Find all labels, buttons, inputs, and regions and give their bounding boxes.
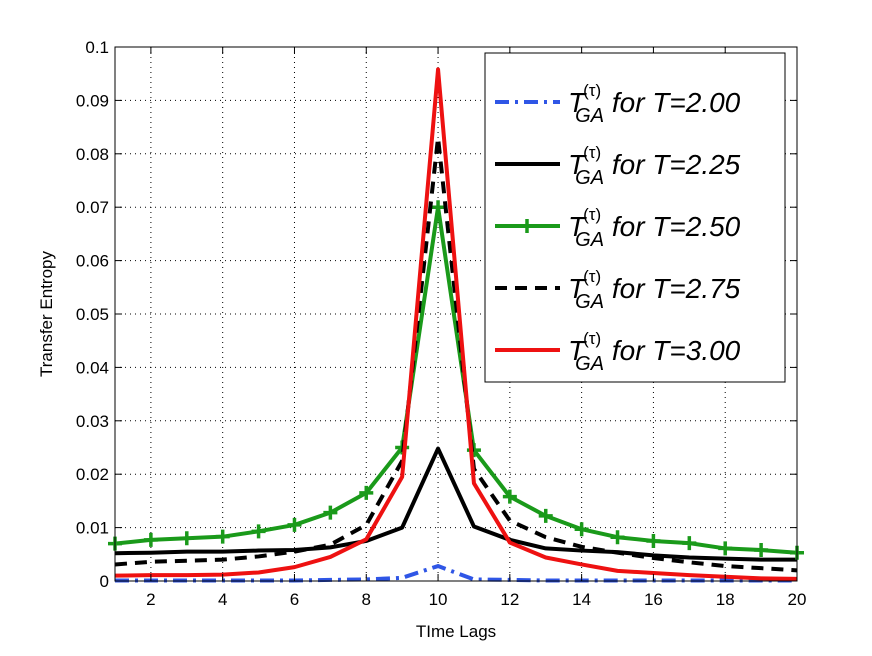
- legend-label: T(τ) GA for T=2.25: [568, 143, 741, 189]
- data-series: [108, 67, 804, 583]
- legend-entry: T(τ) GA for T=2.75: [495, 267, 741, 313]
- legend-label-main: T: [568, 273, 587, 304]
- legend-label-sub: GA: [575, 353, 604, 375]
- series-line: [114, 135, 798, 573]
- y-tick-label: 0.03: [76, 412, 109, 431]
- y-tick-label: 0.08: [76, 145, 109, 164]
- data-point-marker: [143, 532, 158, 547]
- legend-label-tail: for T=2.50: [604, 211, 741, 242]
- legend: T(τ) GA for T=2.00T(τ) GA for T=2.25T(τ) GA…: [484, 52, 786, 383]
- x-tick-label: 2: [146, 590, 155, 609]
- y-tick-label: 0.1: [85, 38, 109, 57]
- series-1: [114, 446, 797, 562]
- legend-label: T(τ) GA for T=2.75: [568, 267, 741, 313]
- legend-label-main: T: [568, 87, 587, 118]
- x-tick-label: 10: [429, 590, 448, 609]
- data-point-marker: [251, 524, 266, 539]
- legend-label-tail: for T=3.00: [604, 335, 741, 366]
- y-tick-label: 0.01: [76, 519, 109, 538]
- y-tick-labels: 0 0.01 0.02 0.03 0.04 0.05 0.06 0.07 0.08 0.09 0.1: [76, 38, 109, 591]
- legend-entry: T(τ) GA for T=2.00: [495, 81, 741, 127]
- x-tick-label: 6: [290, 590, 299, 609]
- data-point-marker: [574, 522, 589, 537]
- legend-label-main: T: [568, 149, 587, 180]
- legend-label-sup: (τ): [583, 81, 601, 100]
- series-4: [114, 67, 798, 581]
- series-line: [114, 67, 798, 581]
- series-0: [115, 564, 797, 583]
- legend-marker: [520, 219, 534, 233]
- series-line: [115, 564, 797, 583]
- legend-label-tail: for T=2.25: [604, 149, 741, 180]
- y-axis-label: Transfer Entropy: [37, 251, 56, 377]
- data-point-marker: [610, 530, 625, 545]
- data-point-marker: [538, 508, 553, 523]
- y-tick-label: 0.02: [76, 465, 109, 484]
- data-point-marker: [179, 531, 194, 546]
- x-tick-label: 4: [218, 590, 227, 609]
- y-tick-label: 0.07: [76, 198, 109, 217]
- data-point-marker: [431, 200, 446, 215]
- legend-label-main: T: [568, 335, 587, 366]
- legend-label-sup: (τ): [583, 143, 601, 162]
- legend-label: T(τ) GA for T=3.00: [568, 329, 741, 375]
- legend-entry: T(τ) GA for T=2.25: [495, 143, 741, 189]
- axis-ticks: [115, 46, 798, 582]
- x-tick-label: 18: [716, 590, 735, 609]
- data-point-marker: [287, 517, 302, 532]
- legend-label-sup: (τ): [583, 205, 601, 224]
- data-point-marker: [754, 543, 769, 558]
- legend-label-sub: GA: [575, 167, 604, 189]
- x-tick-label: 12: [500, 590, 519, 609]
- data-point-marker: [359, 485, 374, 500]
- y-tick-label: 0.09: [76, 91, 109, 110]
- x-tick-label: 16: [644, 590, 663, 609]
- data-point-marker: [646, 533, 661, 548]
- data-point-marker: [682, 536, 697, 551]
- legend-label-sub: GA: [575, 229, 604, 251]
- y-tick-label: 0.05: [76, 305, 109, 324]
- legend-label-main: T: [568, 211, 587, 242]
- y-tick-label: 0.04: [76, 358, 109, 377]
- data-point-marker: [215, 529, 230, 544]
- legend-label: T(τ) GA for T=2.00: [568, 81, 741, 127]
- series-3: [114, 135, 798, 573]
- legend-label-tail: for T=2.00: [604, 87, 741, 118]
- legend-label-sub: GA: [575, 291, 604, 313]
- legend-label-sup: (τ): [583, 267, 601, 286]
- legend-entry: T(τ) GA for T=3.00: [495, 329, 741, 375]
- legend-label-sup: (τ): [583, 329, 601, 348]
- y-tick-label: 0.06: [76, 252, 109, 271]
- x-tick-label: 14: [572, 590, 591, 609]
- legend-label: T(τ) GA for T=2.50: [568, 205, 741, 251]
- x-tick-labels: 2 4 6 8 10 12 14 16 18 20: [146, 590, 806, 609]
- legend-label-tail: for T=2.75: [604, 273, 741, 304]
- legend-label-sub: GA: [575, 105, 604, 127]
- x-tick-label: 20: [788, 590, 807, 609]
- x-tick-label: 8: [362, 590, 371, 609]
- y-tick-label: 0: [100, 572, 109, 591]
- data-point-marker: [502, 489, 517, 504]
- data-point-marker: [323, 505, 338, 520]
- legend-box: [484, 52, 786, 383]
- legend-entry: T(τ) GA for T=2.50: [495, 205, 741, 251]
- data-point-marker: [718, 541, 733, 556]
- x-axis-label: TIme Lags: [416, 622, 496, 641]
- series-line: [114, 446, 797, 562]
